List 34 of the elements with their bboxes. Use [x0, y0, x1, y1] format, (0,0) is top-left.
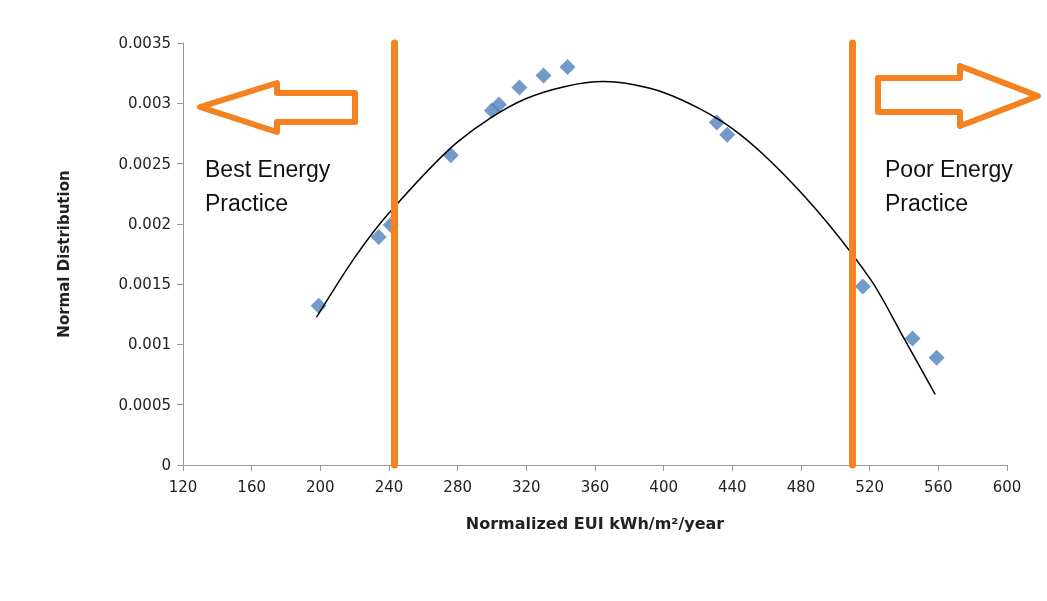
y-tick-label: 0.0005	[118, 395, 171, 414]
y-axis-title: Normal Distribution	[54, 170, 73, 338]
x-axis-title: Normalized EUI kWh/m²/year	[465, 513, 725, 533]
x-tick-label: 200	[306, 477, 335, 496]
annotation: Poor Energy Practice	[885, 156, 1014, 216]
y-tick-label: 0.001	[128, 335, 171, 354]
point	[511, 79, 528, 96]
y-tick-label: 0.0035	[118, 34, 171, 52]
x-tick-label: 160	[237, 477, 266, 496]
point	[854, 278, 871, 295]
x-tick-label: 480	[786, 477, 816, 496]
x-tick-label: 320	[512, 477, 541, 496]
point	[559, 59, 576, 76]
point	[904, 330, 921, 347]
x-tick-label: 360	[580, 477, 610, 496]
y-tick-label: 0.003	[128, 94, 171, 113]
x-tick-label: 560	[924, 477, 953, 496]
y-tick-label: 0	[161, 456, 171, 474]
point	[535, 67, 552, 84]
y-tick-label: 0.002	[128, 214, 171, 233]
y-tick-label: 0.0025	[118, 154, 171, 173]
x-tick-label: 240	[374, 477, 404, 496]
x-tick-label: 120	[168, 477, 198, 496]
x-tick-label: 600	[992, 477, 1022, 496]
y-tick-label: 0.0015	[118, 275, 171, 294]
x-tick-label: 520	[855, 477, 884, 496]
point	[370, 229, 387, 246]
x-tick-label: 440	[718, 477, 747, 496]
point	[928, 349, 945, 366]
x-tick-label: 400	[649, 477, 678, 496]
x-tick-label: 280	[443, 477, 472, 496]
annotation: Best Energy Practice	[205, 156, 331, 216]
point	[719, 126, 736, 143]
point	[490, 96, 507, 113]
